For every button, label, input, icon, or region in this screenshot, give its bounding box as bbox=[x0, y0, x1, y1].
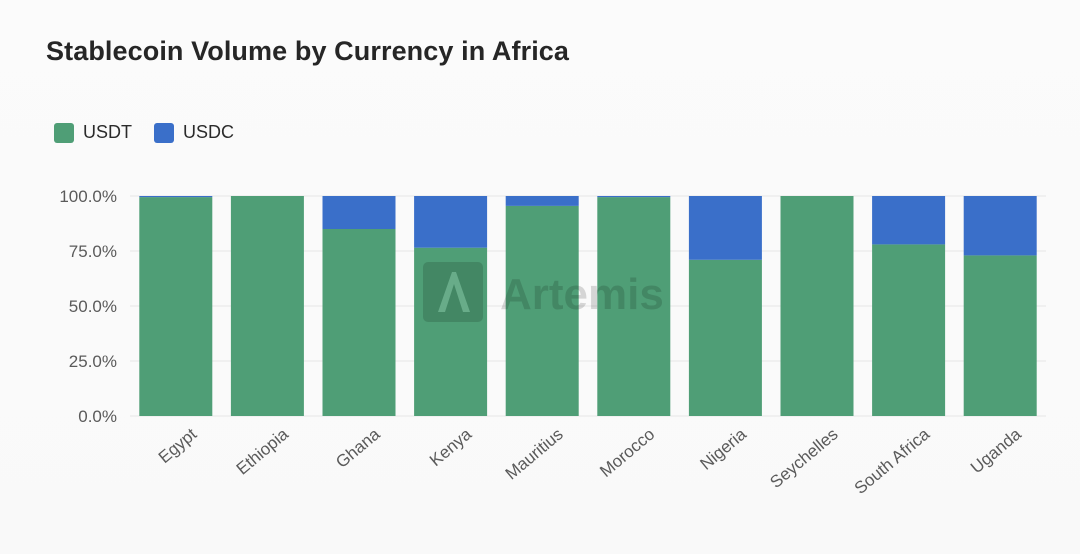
bar-usdc-nigeria[interactable] bbox=[688, 196, 762, 260]
bar-usdt-kenya[interactable] bbox=[414, 247, 488, 416]
bar-usdt-uganda[interactable] bbox=[963, 255, 1037, 416]
legend-item-usdc[interactable]: USDC bbox=[154, 122, 234, 143]
bar-usdt-egypt[interactable] bbox=[139, 197, 213, 416]
y-tick-label: 0.0% bbox=[78, 407, 117, 426]
x-tick-label: Kenya bbox=[426, 424, 476, 470]
legend-label-usdt: USDT bbox=[83, 122, 132, 142]
legend-label-usdc: USDC bbox=[183, 122, 235, 142]
bar-usdc-egypt[interactable] bbox=[139, 196, 213, 198]
watermark: Artemis bbox=[423, 262, 664, 322]
legend-swatch-usdc bbox=[154, 122, 174, 143]
y-tick-label: 50.0% bbox=[69, 297, 117, 316]
bar-usdt-ethiopia[interactable] bbox=[230, 196, 304, 416]
bar-usdc-ghana[interactable] bbox=[322, 196, 396, 229]
x-tick-label: South Africa bbox=[851, 424, 934, 498]
bars bbox=[139, 196, 1037, 416]
x-tick-label: Egypt bbox=[155, 424, 201, 467]
y-tick-label: 75.0% bbox=[69, 242, 117, 261]
bar-usdc-uganda[interactable] bbox=[963, 196, 1037, 256]
artemis-logo-glyph bbox=[438, 272, 470, 312]
bar-usdt-nigeria[interactable] bbox=[688, 259, 762, 416]
bar-usdc-morocco[interactable] bbox=[597, 196, 671, 198]
bar-usdt-ghana[interactable] bbox=[322, 229, 396, 416]
bar-usdc-mauritius[interactable] bbox=[505, 196, 579, 206]
legend-swatch-usdt bbox=[54, 122, 74, 143]
chart-title: Stablecoin Volume by Currency in Africa bbox=[46, 36, 570, 66]
x-tick-label: Mauritius bbox=[502, 425, 567, 484]
chart-legend: USDT USDC bbox=[54, 122, 234, 143]
legend-item-usdt[interactable]: USDT bbox=[54, 122, 132, 143]
x-tick-label: Seychelles bbox=[766, 425, 841, 492]
bar-usdc-south-africa[interactable] bbox=[872, 196, 946, 245]
watermark-text: Artemis bbox=[500, 270, 664, 319]
x-tick-label: Morocco bbox=[596, 425, 658, 481]
bar-usdt-south-africa[interactable] bbox=[872, 244, 946, 416]
x-tick-label: Uganda bbox=[967, 424, 1025, 477]
y-tick-label: 100.0% bbox=[59, 187, 117, 206]
bar-usdt-seychelles[interactable] bbox=[780, 196, 854, 416]
x-tick-label: Nigeria bbox=[696, 424, 750, 474]
y-tick-label: 25.0% bbox=[69, 352, 117, 371]
bar-usdc-kenya[interactable] bbox=[414, 196, 488, 248]
x-tick-label: Ethiopia bbox=[233, 424, 293, 478]
x-tick-label: Ghana bbox=[332, 424, 384, 472]
bar-usdt-morocco[interactable] bbox=[597, 197, 671, 416]
artemis-logo-icon bbox=[423, 262, 483, 322]
bar-usdt-mauritius[interactable] bbox=[505, 205, 579, 416]
